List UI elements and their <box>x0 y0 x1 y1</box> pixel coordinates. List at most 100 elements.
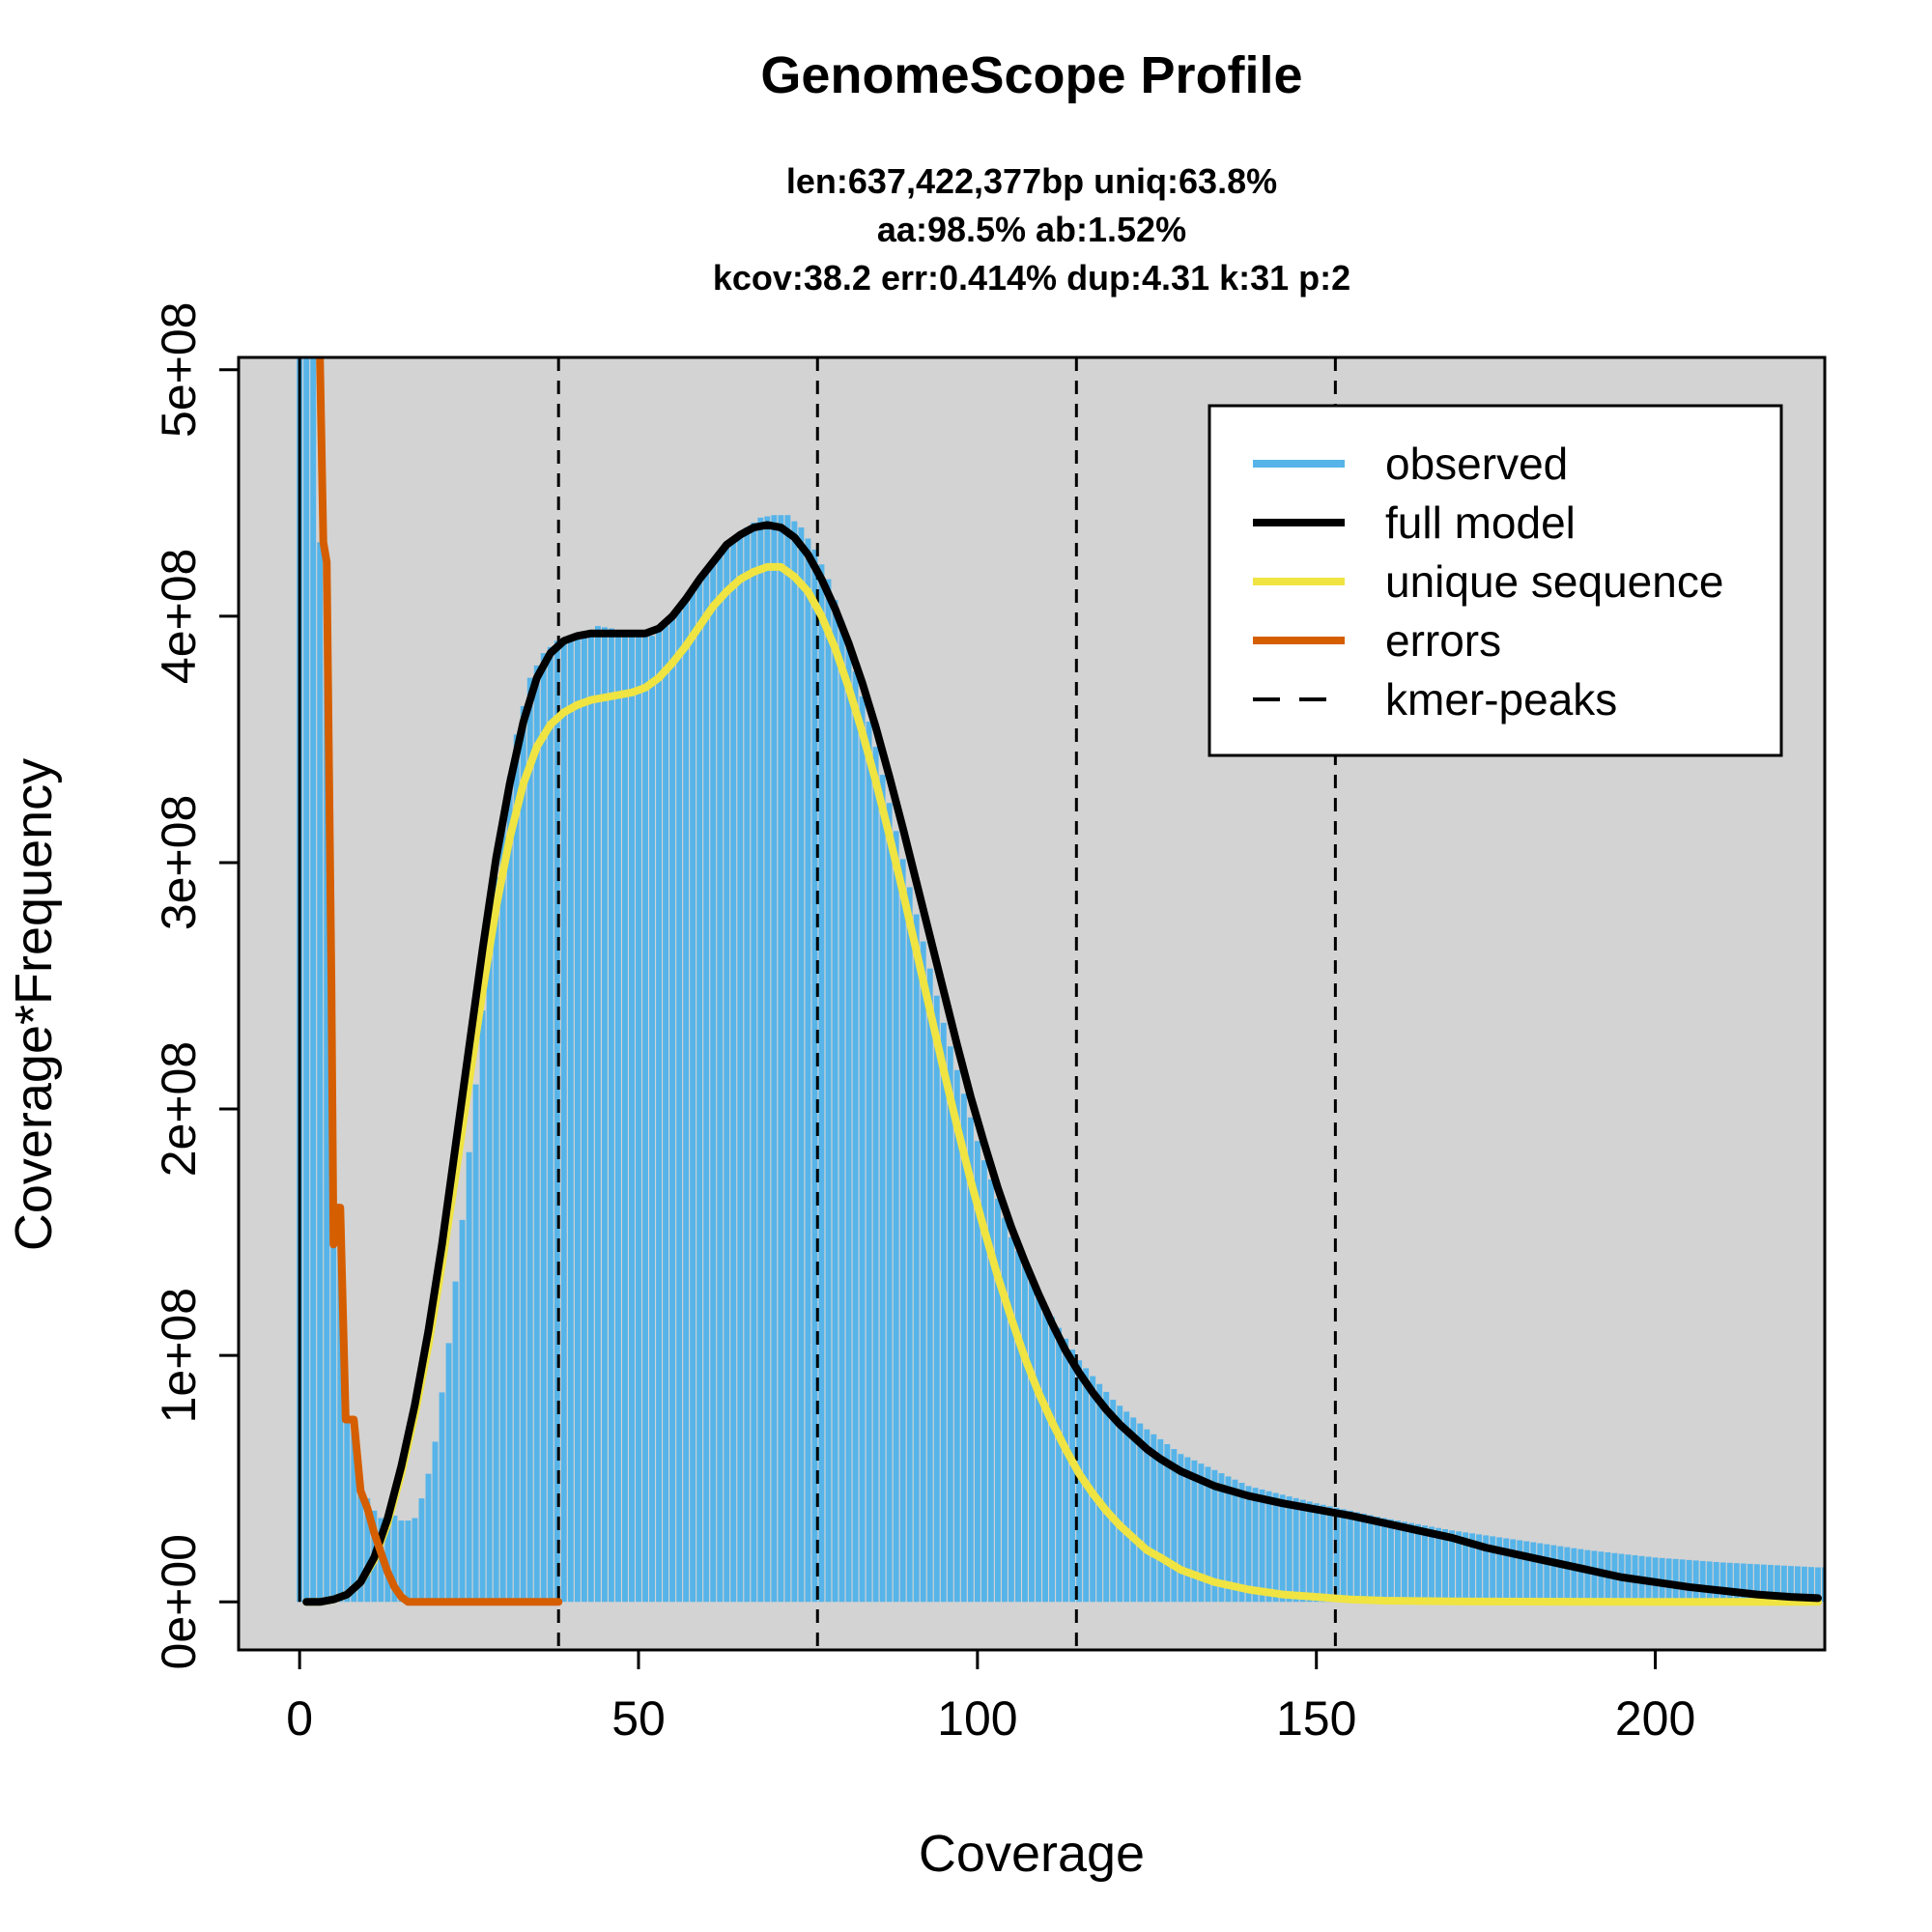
observed-bar <box>317 542 324 1603</box>
observed-bar <box>1171 1449 1178 1603</box>
observed-bar <box>303 357 310 1603</box>
observed-bar <box>560 638 567 1603</box>
observed-bar <box>391 1515 398 1603</box>
observed-bar <box>1794 1566 1801 1603</box>
observed-bar <box>439 1392 445 1603</box>
observed-bar <box>1802 1566 1807 1603</box>
observed-bar <box>866 722 872 1603</box>
observed-bar <box>642 636 648 1603</box>
observed-bar <box>1408 1522 1414 1603</box>
observed-bar <box>1076 1360 1083 1603</box>
observed-bar <box>452 1281 459 1603</box>
chart-subtitle-line-2: aa:98.5% ab:1.52% <box>877 210 1186 249</box>
observed-bar <box>1151 1434 1157 1603</box>
observed-bar <box>1387 1519 1394 1603</box>
observed-bar <box>1353 1512 1360 1603</box>
x-tick-label: 100 <box>937 1691 1017 1746</box>
observed-bar <box>1279 1494 1286 1603</box>
observed-bar <box>520 705 526 1603</box>
observed-bar <box>1740 1563 1747 1603</box>
observed-bar <box>1496 1537 1503 1603</box>
observed-bar <box>330 1244 337 1603</box>
observed-bar <box>526 677 533 1603</box>
legend-label: full model <box>1385 497 1576 548</box>
observed-bar <box>1523 1541 1530 1603</box>
observed-bar <box>324 566 330 1603</box>
observed-bar <box>1103 1391 1110 1603</box>
observed-bar <box>533 665 540 1603</box>
observed-bar <box>587 629 594 1603</box>
observed-bar <box>1259 1489 1265 1603</box>
observed-bar <box>811 549 818 1603</box>
y-tick-label: 5e+08 <box>152 302 206 438</box>
observed-bar <box>899 859 906 1603</box>
observed-bar <box>1591 1550 1598 1603</box>
observed-bar <box>953 1069 960 1603</box>
observed-bar <box>1042 1306 1048 1603</box>
observed-bar <box>1733 1563 1740 1603</box>
observed-bar <box>656 631 662 1603</box>
observed-bar <box>499 818 506 1603</box>
observed-bar <box>1178 1454 1184 1603</box>
observed-bar <box>1584 1549 1591 1603</box>
observed-bar <box>344 1416 351 1603</box>
observed-bar <box>1164 1443 1171 1603</box>
observed-bar <box>445 1343 452 1603</box>
observed-bar <box>1686 1559 1692 1603</box>
observed-bar <box>310 357 317 1603</box>
observed-bar <box>669 618 676 1603</box>
observed-bar <box>1544 1544 1550 1603</box>
observed-bar <box>838 620 845 1603</box>
observed-bar <box>1767 1564 1774 1603</box>
observed-bar <box>1537 1543 1544 1603</box>
observed-bar <box>432 1441 439 1603</box>
legend-label: kmer-peaks <box>1385 674 1617 724</box>
observed-bar <box>1326 1506 1333 1603</box>
observed-bar <box>1808 1567 1814 1603</box>
y-axis: 0e+00 1e+08 2e+08 3e+08 4e+08 5e+08 <box>152 302 241 1669</box>
observed-bar <box>1347 1510 1353 1603</box>
observed-bar <box>1022 1264 1028 1603</box>
observed-bar <box>1110 1400 1117 1603</box>
observed-bar <box>412 1518 418 1603</box>
observed-bar <box>1367 1515 1374 1603</box>
observed-bar <box>1415 1523 1421 1603</box>
observed-bar <box>1672 1558 1679 1603</box>
observed-bar <box>622 633 628 1603</box>
observed-bar <box>581 633 587 1603</box>
observed-bar <box>1564 1547 1571 1603</box>
observed-bar <box>778 515 784 1603</box>
observed-bar <box>1679 1559 1686 1603</box>
observed-bar <box>926 968 933 1603</box>
observed-bar <box>547 646 554 1603</box>
y-tick-label: 3e+08 <box>152 795 206 930</box>
observed-bar <box>798 527 805 1603</box>
observed-bar <box>459 1219 466 1603</box>
legend-label: errors <box>1385 615 1501 666</box>
observed-bar <box>608 628 614 1603</box>
observed-bar <box>337 1208 344 1603</box>
observed-bar <box>730 539 737 1603</box>
observed-bar <box>1665 1558 1672 1603</box>
observed-bar <box>1374 1516 1380 1603</box>
observed-bar <box>1787 1566 1794 1603</box>
observed-bar <box>987 1179 994 1603</box>
observed-bar <box>567 636 574 1603</box>
observed-bar <box>1313 1503 1320 1603</box>
observed-bar <box>967 1117 974 1603</box>
observed-bar <box>1232 1479 1238 1603</box>
x-tick-label: 200 <box>1615 1691 1695 1746</box>
observed-bar <box>1456 1531 1463 1603</box>
observed-bar <box>1753 1564 1760 1603</box>
observed-bar <box>1333 1507 1340 1603</box>
observed-bar <box>1001 1217 1008 1603</box>
observed-bar <box>893 831 899 1603</box>
observed-bar <box>906 887 913 1603</box>
observed-bar <box>1747 1563 1753 1603</box>
observed-bar <box>784 515 791 1603</box>
observed-bar <box>405 1520 412 1603</box>
observed-bar <box>764 516 771 1603</box>
x-tick-label: 0 <box>286 1691 313 1746</box>
observed-bar <box>1530 1542 1537 1603</box>
observed-bar <box>724 547 730 1603</box>
